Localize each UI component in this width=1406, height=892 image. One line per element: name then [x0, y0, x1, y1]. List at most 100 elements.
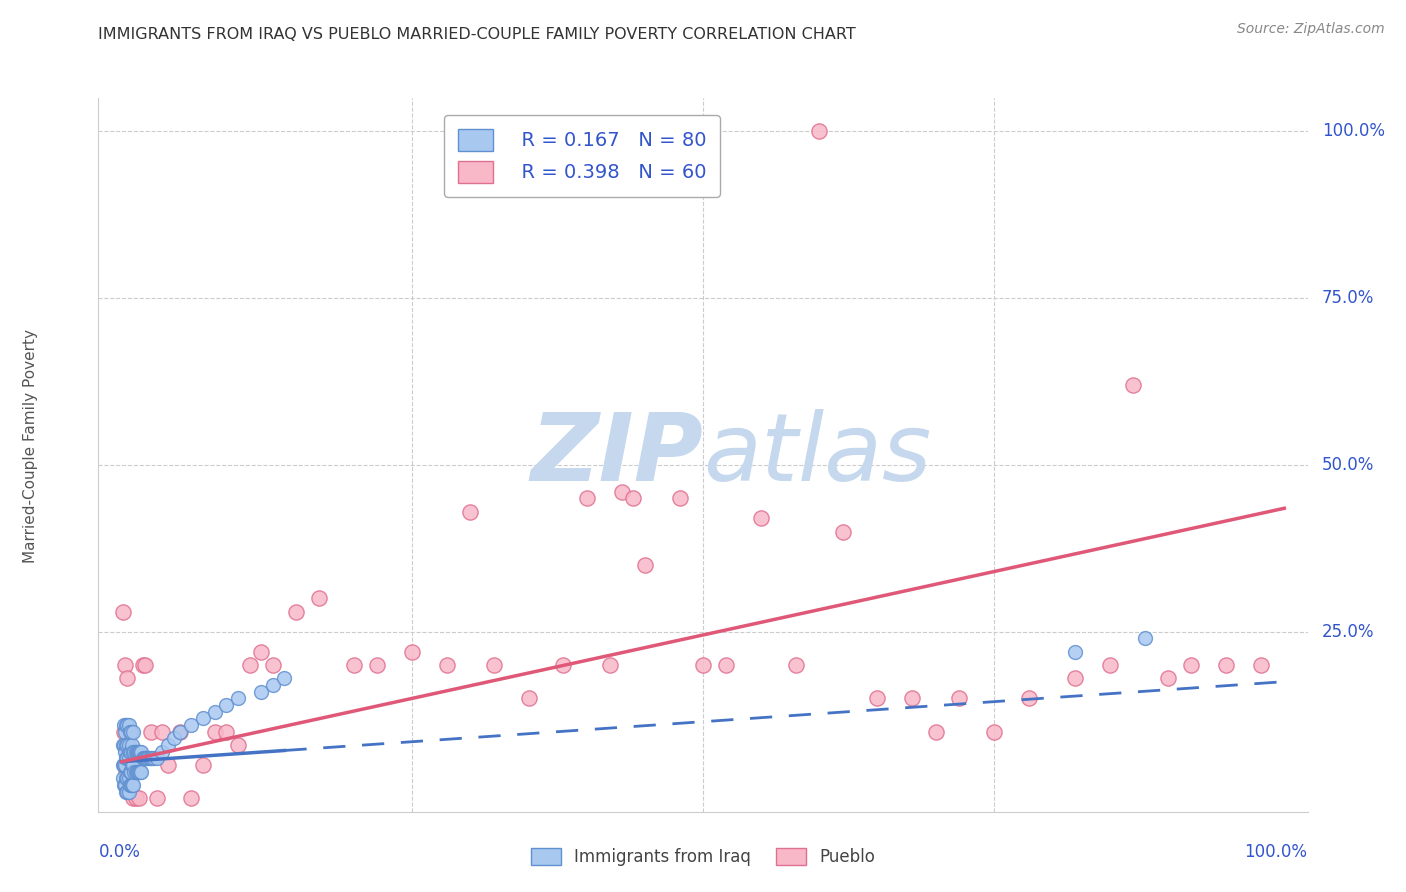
Point — [180, 791, 202, 805]
Text: atlas: atlas — [703, 409, 931, 500]
Point — [948, 691, 970, 706]
Point — [118, 772, 141, 786]
Point — [553, 658, 575, 673]
Point — [204, 724, 226, 739]
Point — [124, 764, 146, 779]
Point — [1157, 671, 1180, 685]
Point — [460, 505, 482, 519]
Point — [157, 738, 180, 752]
Point — [250, 645, 273, 659]
Point — [129, 764, 152, 779]
Point — [124, 745, 146, 759]
Point — [634, 558, 657, 572]
Point — [125, 745, 148, 759]
Point — [692, 658, 714, 673]
Point — [124, 791, 146, 805]
Point — [1215, 658, 1237, 673]
Point — [121, 738, 143, 752]
Point — [118, 745, 141, 759]
Point — [621, 491, 644, 506]
Point — [122, 758, 145, 772]
Point — [124, 745, 146, 759]
Legend: Immigrants from Iraq, Pueblo: Immigrants from Iraq, Pueblo — [523, 840, 883, 875]
Point — [128, 745, 150, 759]
Point — [163, 731, 186, 746]
Text: ZIP: ZIP — [530, 409, 703, 501]
Point — [117, 785, 139, 799]
Point — [115, 718, 138, 732]
Text: 100.0%: 100.0% — [1322, 122, 1385, 140]
Point — [127, 764, 149, 779]
Point — [785, 658, 807, 673]
Point — [343, 658, 366, 673]
Point — [111, 758, 134, 772]
Point — [169, 724, 191, 739]
Point — [118, 785, 141, 799]
Point — [131, 751, 153, 765]
Text: 25.0%: 25.0% — [1322, 623, 1374, 640]
Point — [120, 724, 142, 739]
Point — [112, 724, 135, 739]
Point — [135, 751, 157, 765]
Point — [115, 785, 138, 799]
Point — [262, 658, 284, 673]
Text: 75.0%: 75.0% — [1322, 289, 1374, 307]
Point — [808, 124, 831, 138]
Point — [112, 738, 135, 752]
Point — [132, 751, 155, 765]
Text: Source: ZipAtlas.com: Source: ZipAtlas.com — [1237, 22, 1385, 37]
Point — [134, 751, 156, 765]
Point — [120, 764, 142, 779]
Point — [118, 778, 141, 792]
Point — [1098, 658, 1121, 673]
Point — [128, 791, 150, 805]
Point — [139, 724, 162, 739]
Point — [250, 684, 273, 698]
Point — [114, 758, 136, 772]
Point — [169, 724, 191, 739]
Text: 100.0%: 100.0% — [1244, 843, 1308, 861]
Point — [114, 745, 136, 759]
Point — [482, 658, 505, 673]
Point — [145, 791, 167, 805]
Text: Married-Couple Family Poverty: Married-Couple Family Poverty — [24, 329, 38, 563]
Point — [901, 691, 924, 706]
Point — [831, 524, 853, 539]
Point — [120, 745, 142, 759]
Point — [610, 484, 633, 499]
Point — [1250, 658, 1272, 673]
Point — [117, 671, 139, 685]
Point — [117, 751, 139, 765]
Point — [131, 764, 153, 779]
Point — [145, 751, 167, 765]
Point — [115, 751, 138, 765]
Point — [118, 751, 141, 765]
Point — [122, 791, 145, 805]
Point — [117, 718, 139, 732]
Point — [1122, 377, 1144, 392]
Point — [127, 745, 149, 759]
Point — [138, 751, 160, 765]
Point — [115, 764, 138, 779]
Point — [118, 764, 141, 779]
Point — [124, 764, 146, 779]
Point — [139, 751, 162, 765]
Point — [112, 778, 135, 792]
Point — [1180, 658, 1202, 673]
Text: 0.0%: 0.0% — [98, 843, 141, 861]
Point — [122, 745, 145, 759]
Point — [118, 738, 141, 752]
Point — [118, 751, 141, 765]
Point — [273, 671, 295, 685]
Point — [366, 658, 388, 673]
Point — [749, 511, 772, 525]
Point — [111, 772, 134, 786]
Point — [118, 724, 141, 739]
Point — [115, 738, 138, 752]
Point — [131, 745, 153, 759]
Point — [115, 772, 138, 786]
Point — [204, 705, 226, 719]
Point — [150, 745, 173, 759]
Point — [983, 724, 1005, 739]
Point — [517, 691, 540, 706]
